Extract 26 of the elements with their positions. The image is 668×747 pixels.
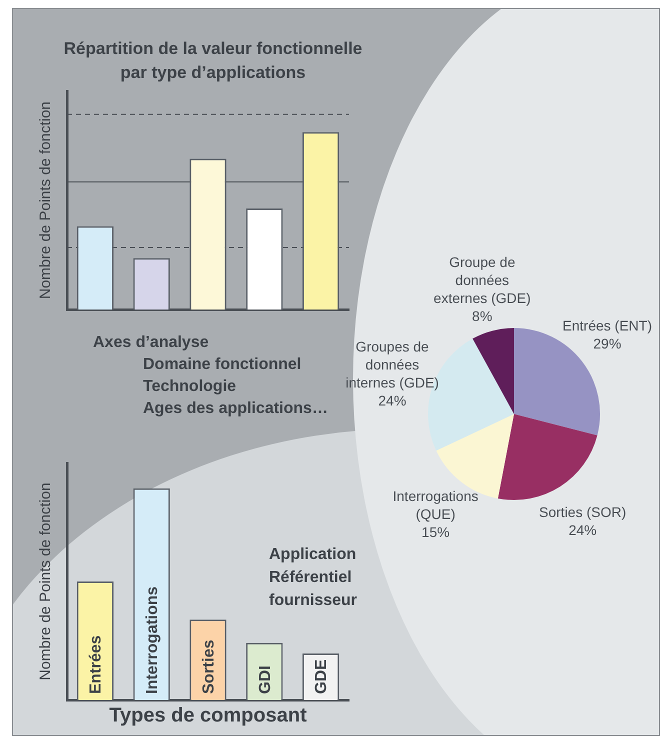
x-tick-label: GDI: [256, 666, 274, 694]
y-axis-title: Nombre de Points de fonction: [37, 482, 54, 680]
data-label: 29%: [593, 335, 622, 352]
x-tick-label: Sorties: [200, 640, 218, 694]
slice-label: Entrées (ENT): [562, 317, 652, 334]
slice-label: Groupe de données externes (GDE): [434, 254, 531, 306]
annotation: Référentiel: [269, 568, 353, 588]
slice-label: Sorties (SOR): [539, 504, 626, 520]
chart-title: Répartition de la valeur fonctionnelle par type d’applications: [63, 38, 363, 84]
annotation: fournisseur: [269, 591, 358, 611]
y-axis-title: Nombre de Points de fonction: [37, 101, 54, 300]
slice-label: Interrogations (QUE): [392, 488, 478, 522]
text: Axes d’analyse: [93, 334, 209, 351]
x-axis-title: Types de composant: [109, 704, 308, 727]
text: Ages des applications…: [143, 399, 329, 419]
x-tick-label: Entrées: [88, 635, 105, 694]
data-label: 24%: [378, 392, 406, 408]
data-label: 15%: [422, 524, 450, 540]
x-tick-label: GDE: [313, 659, 330, 694]
text: Technologie: [143, 378, 236, 395]
data-label: 24%: [568, 522, 597, 538]
text: Domaine fonctionnel: [143, 355, 302, 375]
x-tick-label: Interrogations: [144, 586, 162, 694]
slice-label: Groupes de données internes (GDE): [346, 338, 439, 390]
data-label: 8%: [472, 308, 492, 324]
annotation: Application: [269, 545, 358, 565]
